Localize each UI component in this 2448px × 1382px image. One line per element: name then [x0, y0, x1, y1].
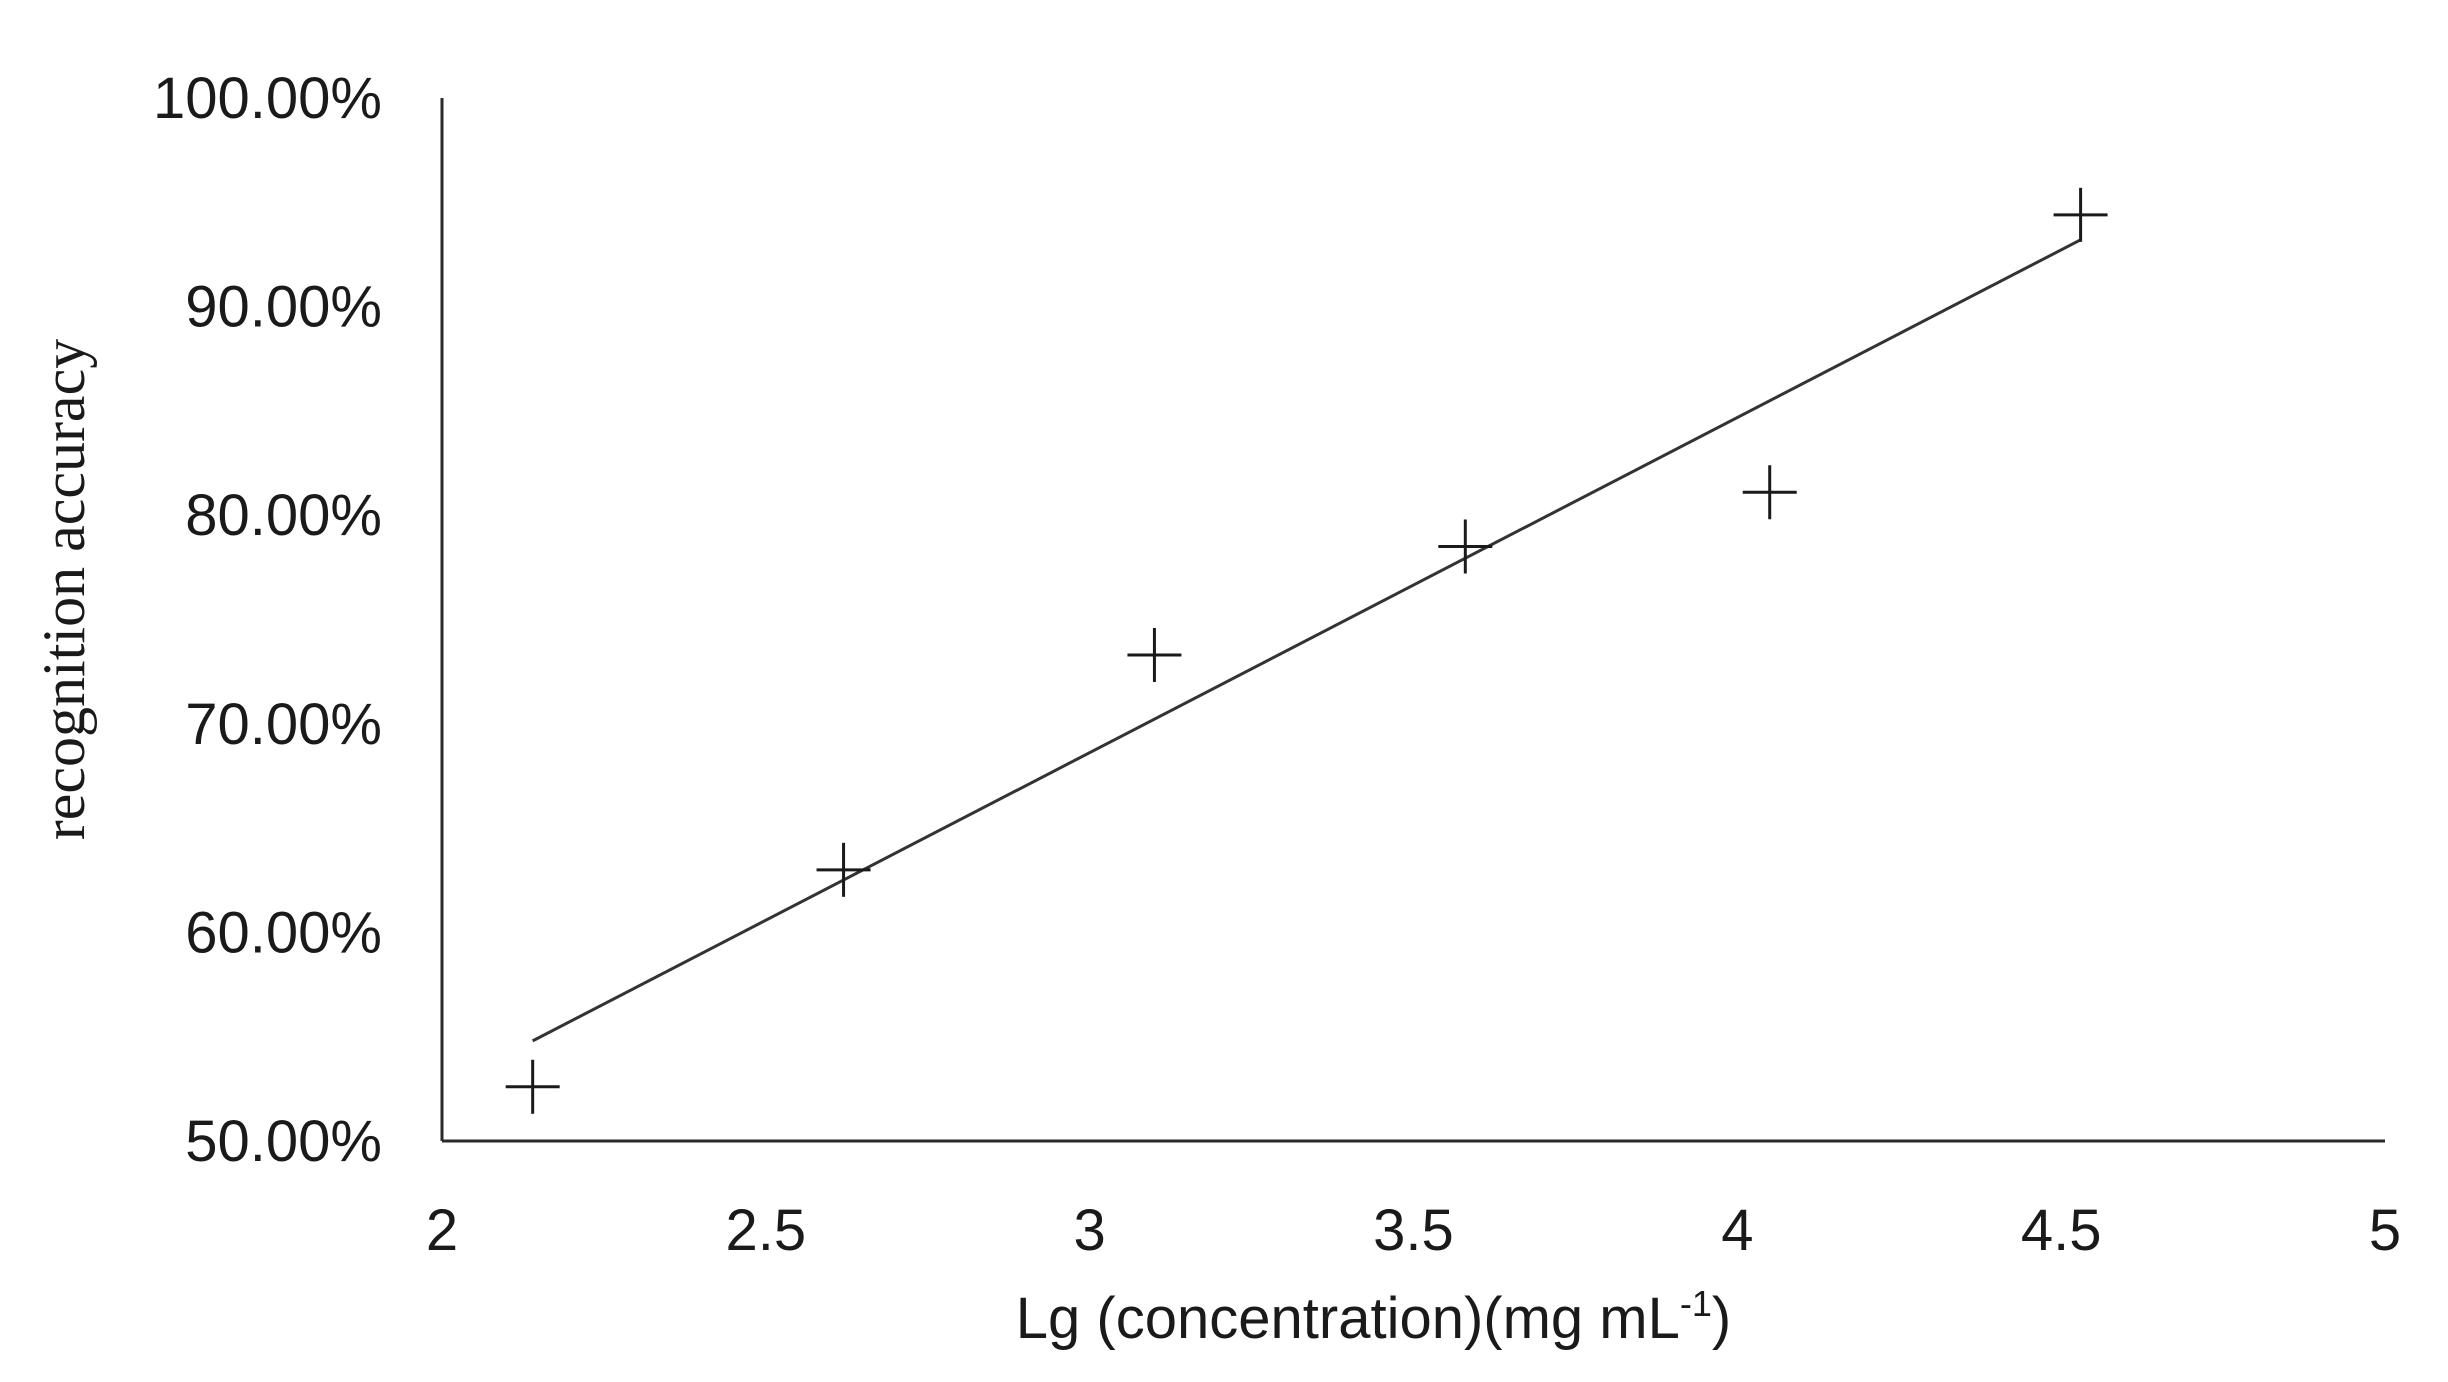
- x-axis-title: Lg (concentration)(mg mL-1): [1016, 1283, 1731, 1351]
- y-tick-label: 100.00%: [153, 66, 382, 131]
- y-tick-label: 70.00%: [185, 692, 382, 757]
- x-tick-label: 4.5: [2021, 1198, 2102, 1263]
- y-tick-label: 80.00%: [185, 483, 382, 548]
- data-point: [505, 1059, 560, 1114]
- y-axis-title: recognition accuracy: [31, 339, 97, 840]
- y-tick-label: 90.00%: [185, 275, 382, 340]
- x-tick-label: 2.5: [726, 1198, 807, 1263]
- data-point: [1127, 627, 1182, 682]
- x-tick-label: 3: [1074, 1198, 1106, 1263]
- data-points: [505, 187, 2108, 1114]
- y-tick-label: 50.00%: [185, 1109, 382, 1174]
- y-tick-labels: 50.00% 60.00% 70.00% 80.00% 90.00% 100.00%: [153, 66, 382, 1174]
- x-axis-title-main: Lg (concentration)(mg mL: [1016, 1286, 1680, 1351]
- data-point: [1742, 465, 1797, 520]
- x-axis-title-suffix: ): [1712, 1286, 1731, 1351]
- data-point: [2053, 187, 2108, 242]
- x-tick-label: 2: [426, 1198, 458, 1263]
- data-point: [1438, 519, 1493, 574]
- trend-line: [531, 238, 2082, 1043]
- x-tick-labels: 2 2.5 3 3.5 4 4.5 5: [426, 1198, 2401, 1263]
- y-tick-label: 60.00%: [185, 900, 382, 965]
- x-tick-label: 5: [2369, 1198, 2401, 1263]
- x-tick-label: 3.5: [1373, 1198, 1454, 1263]
- x-tick-label: 4: [1721, 1198, 1753, 1263]
- data-point: [816, 842, 871, 897]
- x-axis-title-superscript: -1: [1680, 1283, 1712, 1324]
